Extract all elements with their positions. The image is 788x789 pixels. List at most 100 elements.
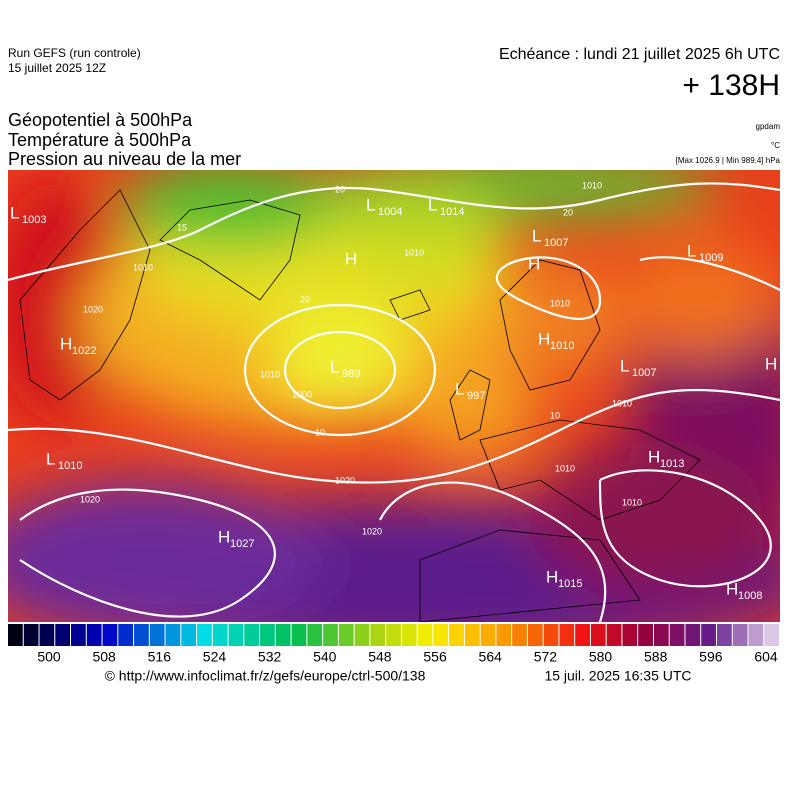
pressure-center-value: 1027 bbox=[230, 538, 254, 550]
color-swatch bbox=[197, 624, 212, 646]
field-name: Pression au niveau de la mer bbox=[8, 149, 241, 169]
color-swatch bbox=[464, 624, 480, 646]
pressure-center-value: 997 bbox=[467, 390, 485, 402]
field-name: Température à 500hPa bbox=[8, 130, 192, 150]
pressure-center-value: 1022 bbox=[72, 345, 96, 357]
colorbar-tick-label: 596 bbox=[699, 649, 723, 665]
map bbox=[8, 170, 780, 622]
unit: [Max 1026.9 | Min 989.4] hPa bbox=[676, 156, 781, 165]
pressure-center-letter: L bbox=[428, 195, 437, 214]
pressure-center-letter: L bbox=[620, 356, 629, 375]
color-swatch bbox=[291, 624, 307, 646]
color-swatch bbox=[23, 624, 39, 646]
pressure-center-value: 1013 bbox=[660, 458, 684, 470]
field-name: Géopotentiel à 500hPa bbox=[8, 110, 193, 130]
pressure-center-letter: H bbox=[765, 354, 777, 373]
color-swatch bbox=[275, 624, 291, 646]
contour-label: 1010 bbox=[404, 247, 424, 257]
contour-label: 20 bbox=[300, 294, 310, 304]
pressure-center-letter: H bbox=[60, 334, 72, 353]
color-swatch bbox=[86, 624, 102, 646]
color-swatch bbox=[543, 624, 559, 646]
color-swatch bbox=[228, 624, 244, 646]
color-swatch bbox=[638, 624, 653, 646]
color-swatch bbox=[307, 624, 323, 646]
color-swatch bbox=[39, 624, 55, 646]
colorbar-tick-label: 572 bbox=[534, 649, 558, 665]
color-swatch bbox=[575, 624, 590, 646]
color-swatch bbox=[244, 624, 260, 646]
contour-label: 10 bbox=[315, 427, 325, 437]
contour-label: 1010 bbox=[260, 369, 280, 379]
pressure-center-value: 1007 bbox=[544, 237, 568, 249]
contour-label: 10 bbox=[550, 410, 560, 420]
color-swatch bbox=[401, 624, 417, 646]
pressure-center-letter: H bbox=[726, 579, 738, 598]
pressure-center-value: 1003 bbox=[22, 214, 46, 226]
color-swatch bbox=[354, 624, 370, 646]
unit: gpdam bbox=[756, 122, 781, 131]
color-swatch bbox=[118, 624, 134, 646]
colorbar-tick-label: 524 bbox=[203, 649, 227, 665]
colorbar-tick-label: 516 bbox=[148, 649, 172, 665]
color-swatch bbox=[71, 624, 86, 646]
contour-label: 1020 bbox=[335, 475, 355, 485]
color-swatch bbox=[323, 624, 338, 646]
color-swatch bbox=[417, 624, 433, 646]
source-url: © http://www.infoclimat.fr/z/gefs/europe… bbox=[105, 668, 426, 684]
color-swatch bbox=[449, 624, 464, 646]
pressure-center-value: 1009 bbox=[699, 252, 723, 264]
run-label: Run GEFS (run controle) bbox=[8, 46, 141, 60]
contour-label: 1000 bbox=[292, 389, 312, 399]
color-swatch bbox=[149, 624, 165, 646]
contour-label: 20 bbox=[563, 207, 573, 217]
pressure-center-value: 989 bbox=[342, 368, 360, 380]
contour-label: 1010 bbox=[133, 262, 153, 272]
pressure-center-letter: H bbox=[218, 527, 230, 546]
color-swatch bbox=[622, 624, 638, 646]
color-swatch bbox=[748, 624, 764, 646]
colorbar-tick-label: 556 bbox=[423, 649, 447, 665]
color-swatch bbox=[480, 624, 496, 646]
unit: °C bbox=[771, 141, 780, 150]
color-swatch bbox=[386, 624, 401, 646]
colorbar-tick-label: 548 bbox=[368, 649, 392, 665]
contour-label: 1010 bbox=[622, 497, 642, 507]
colorbar-tick-label: 540 bbox=[313, 649, 337, 665]
color-swatch bbox=[338, 624, 354, 646]
color-swatch bbox=[212, 624, 228, 646]
color-swatch bbox=[606, 624, 622, 646]
colorbar-tick-label: 588 bbox=[644, 649, 668, 665]
pressure-center-letter: H bbox=[345, 249, 357, 268]
color-swatch bbox=[590, 624, 606, 646]
color-swatch bbox=[559, 624, 575, 646]
color-swatch bbox=[55, 624, 71, 646]
color-swatch bbox=[685, 624, 701, 646]
valid-time: Echéance : lundi 21 juillet 2025 6h UTC bbox=[499, 46, 780, 63]
color-swatch bbox=[701, 624, 716, 646]
colorbar-tick-label: 604 bbox=[754, 649, 778, 665]
contour-label: 1010 bbox=[555, 463, 575, 473]
contour-label: 1010 bbox=[582, 180, 602, 190]
pressure-center-letter: H bbox=[546, 567, 558, 586]
run-date: 15 juillet 2025 12Z bbox=[8, 61, 106, 75]
contour-label: 15 bbox=[177, 222, 187, 232]
color-swatch bbox=[496, 624, 512, 646]
color-swatch bbox=[165, 624, 181, 646]
pressure-center-letter: L bbox=[455, 379, 464, 398]
pressure-center-letter: H bbox=[648, 447, 660, 466]
pressure-center-letter: H bbox=[538, 329, 550, 348]
color-swatch bbox=[716, 624, 732, 646]
pressure-center-letter: L bbox=[366, 195, 375, 214]
lead-time: + 138H bbox=[682, 69, 780, 102]
colorbar-tick-label: 564 bbox=[479, 649, 503, 665]
color-swatch bbox=[433, 624, 449, 646]
generated-time: 15 juil. 2025 16:35 UTC bbox=[544, 668, 691, 684]
pressure-center-value: 1010 bbox=[550, 340, 574, 352]
colorbar-tick-label: 580 bbox=[589, 649, 613, 665]
contour-label: 20 bbox=[335, 184, 345, 194]
contour-label: 1020 bbox=[362, 526, 382, 536]
pressure-center-value: 1010 bbox=[58, 460, 82, 472]
color-swatch bbox=[669, 624, 685, 646]
color-swatch bbox=[181, 624, 197, 646]
